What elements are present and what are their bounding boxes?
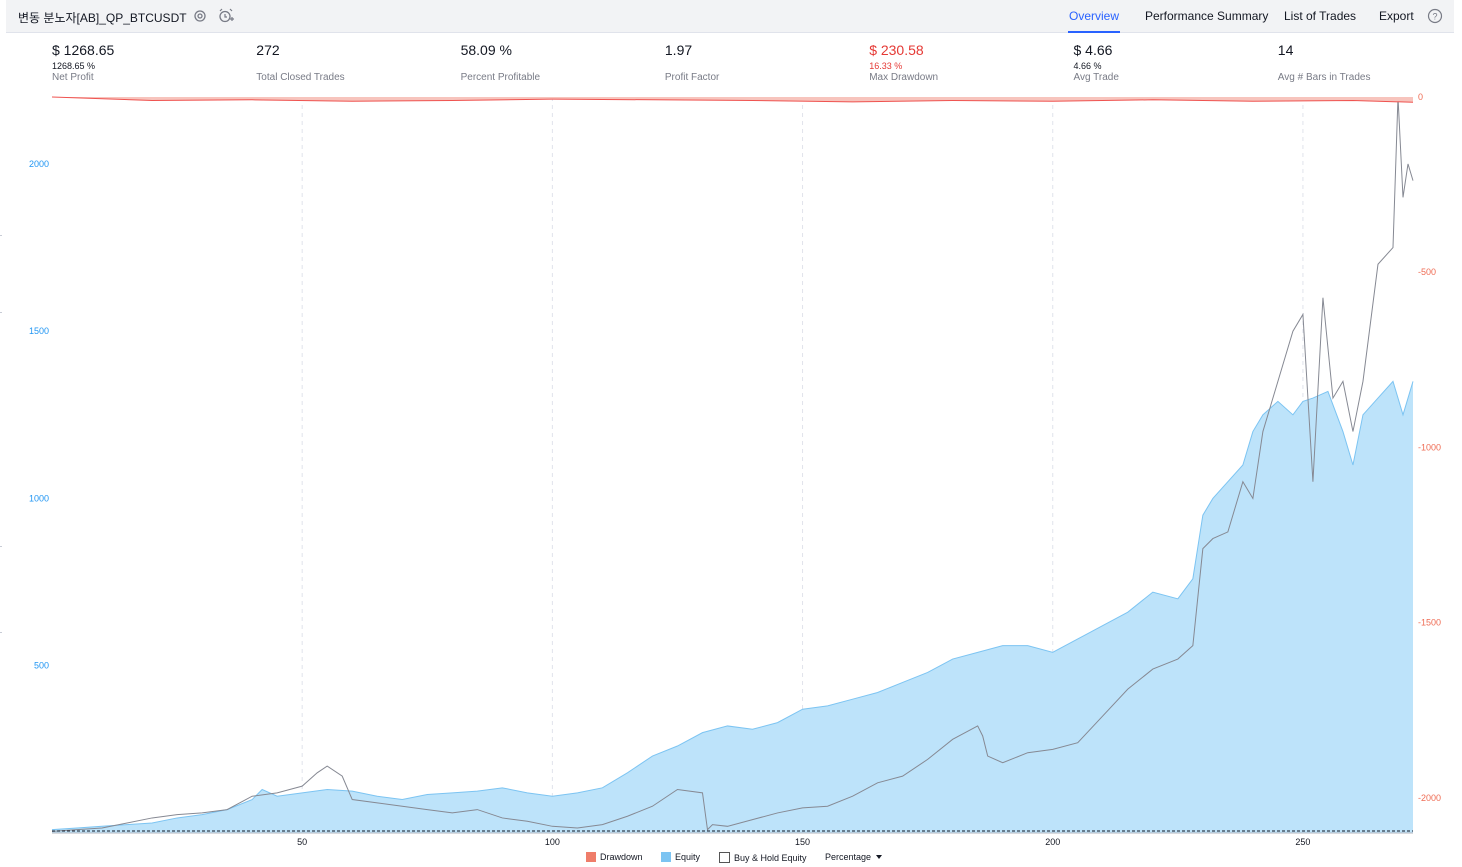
tab-list-of-trades[interactable]: List of Trades [1284, 9, 1357, 23]
help-label: ? [1432, 12, 1437, 22]
drawdown-area [52, 97, 1413, 103]
export-button[interactable]: Export [1379, 9, 1414, 23]
active-tab-indicator [1068, 31, 1120, 33]
edge-tick [0, 312, 2, 313]
x-tick-label: 250 [1295, 837, 1310, 847]
metric-avg-trade: $ 4.66 4.66 % Avg Trade [1074, 42, 1119, 83]
metric-total-closed-trades: 272 Total Closed Trades [256, 42, 344, 83]
metric-label: Avg # Bars in Trades [1277, 72, 1371, 83]
right-axis-tick: -1500 [1418, 618, 1441, 628]
metric-label: Max Drawdown [869, 72, 939, 83]
metric-label: Total Closed Trades [256, 72, 345, 83]
metric-net-profit: $ 1268.65 1268.65 % Net Profit [52, 42, 114, 83]
caret-down-icon [875, 855, 882, 859]
left-axis-tick: 1000 [29, 493, 49, 503]
metric-label: Percent Profitable [460, 72, 541, 83]
x-tick-label: 150 [795, 837, 810, 847]
metric-value: $ 230.58 [869, 42, 924, 58]
percentage-dropdown[interactable]: Percentage [825, 852, 882, 862]
equity-area [52, 381, 1413, 833]
metric-sub: 1268.65 % [52, 61, 96, 71]
right-axis-tick: 0 [1418, 92, 1423, 102]
metric-value: $ 4.66 [1073, 42, 1113, 58]
metric-label: Avg Trade [1073, 72, 1119, 83]
gear-icon[interactable] [192, 8, 208, 24]
left-axis-tick: 2000 [29, 159, 49, 169]
legend-equity[interactable]: Equity [661, 852, 700, 862]
x-tick-label: 50 [297, 837, 307, 847]
right-axis-tick: -2000 [1418, 793, 1441, 803]
left-axis-tick: 1500 [29, 326, 49, 336]
drawdown-line [51, 96, 1414, 103]
equity-swatch [661, 852, 671, 862]
metric-value: 14 [1277, 42, 1294, 58]
help-circle-icon[interactable]: ? [1427, 8, 1443, 24]
metric-value: 58.09 % [460, 42, 512, 58]
metric-sub: 4.66 % [1073, 61, 1102, 71]
x-tick-label: 100 [545, 837, 560, 847]
legend-buy-hold[interactable]: Buy & Hold Equity [719, 852, 807, 863]
alarm-clock-add-icon[interactable] [218, 8, 234, 24]
tab-overview[interactable]: Overview [1069, 9, 1120, 23]
legend-buy-hold-label: Buy & Hold Equity [734, 853, 807, 863]
right-axis-tick: -1000 [1418, 442, 1441, 452]
metric-percent-profitable: 58.09 % Percent Profitable [461, 42, 541, 83]
metric-value: 272 [256, 42, 280, 58]
buy-hold-checkbox[interactable] [719, 852, 730, 863]
metric-profit-factor: 1.97 Profit Factor [665, 42, 719, 83]
metric-value: 1.97 [664, 42, 693, 58]
metric-label: Profit Factor [664, 72, 720, 83]
metric-label: Net Profit [52, 72, 94, 83]
right-axis-tick: -500 [1418, 267, 1436, 277]
legend-drawdown-label: Drawdown [600, 852, 643, 862]
legend-equity-label: Equity [675, 852, 701, 862]
equity-line [51, 380, 1414, 831]
metric-max-drawdown: $ 230.58 16.33 % Max Drawdown [869, 42, 938, 83]
metric-sub: 16.33 % [869, 61, 903, 71]
tab-performance-summary[interactable]: Performance Summary [1145, 9, 1269, 23]
percentage-label: Percentage [825, 852, 872, 862]
edge-tick [0, 546, 2, 547]
edge-tick [0, 632, 2, 633]
strategy-title: 변동 분노자[AB]_QP_BTCUSDT [18, 11, 187, 25]
legend-drawdown[interactable]: Drawdown [586, 852, 643, 862]
x-tick-label: 200 [1045, 837, 1060, 847]
metric-avg-bars-in-trades: 14 Avg # Bars in Trades [1278, 42, 1371, 83]
drawdown-swatch [586, 852, 596, 862]
report-header: 변동 분노자[AB]_QP_BTCUSDT Overview Performan… [6, 0, 1454, 33]
metric-value: $ 1268.65 [52, 42, 115, 58]
edge-tick [0, 235, 2, 236]
left-axis-tick: 500 [34, 661, 49, 671]
buy-hold-line [51, 96, 1414, 832]
